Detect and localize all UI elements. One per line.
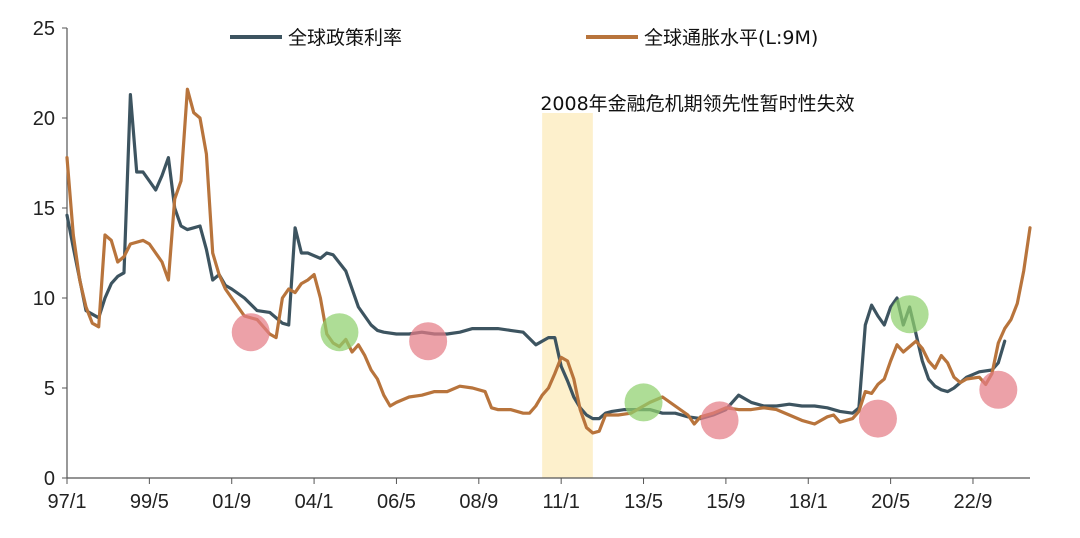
x-tick-label: 99/5	[130, 491, 169, 513]
legend-label: 全球通胀水平(L:9M)	[644, 27, 818, 49]
green-highlight-marker	[624, 383, 663, 422]
green-highlight-marker	[320, 313, 359, 352]
y-tick-label: 5	[44, 378, 55, 400]
x-tick-label: 20/5	[871, 491, 910, 513]
y-tick-label: 15	[33, 198, 55, 220]
highlight-markers	[231, 295, 1018, 440]
red-highlight-marker	[979, 370, 1018, 409]
x-tick-label: 04/1	[295, 491, 334, 513]
y-tick-label: 20	[33, 108, 55, 130]
x-tick-label: 13/5	[624, 491, 663, 513]
series-line-policy-rate	[65, 93, 1007, 421]
x-tick-label: 08/9	[459, 491, 498, 513]
y-tick-label: 0	[44, 468, 55, 490]
red-highlight-marker	[409, 322, 448, 361]
y-tick-label: 10	[33, 288, 55, 310]
red-highlight-marker	[231, 313, 270, 352]
legend-label: 全球政策利率	[288, 27, 402, 49]
shaded-band-layer: 2008年金融危机期领先性暂时性失效	[540, 93, 855, 478]
y-tick-label: 25	[33, 18, 55, 40]
x-tick-label: 01/9	[212, 491, 251, 513]
x-tick-label: 22/9	[954, 491, 993, 513]
series-line-inflation	[65, 87, 1032, 435]
x-tick-label: 97/1	[48, 491, 87, 513]
green-highlight-marker	[890, 295, 929, 334]
red-highlight-marker	[858, 399, 897, 438]
x-tick-label: 18/1	[789, 491, 828, 513]
red-highlight-marker	[700, 401, 739, 440]
legend: 全球政策利率 全球通胀水平(L:9M)	[230, 27, 818, 49]
series-lines	[65, 87, 1032, 435]
crisis-annotation-label: 2008年金融危机期领先性暂时性失效	[540, 93, 854, 115]
x-tick-label: 15/9	[706, 491, 745, 513]
x-tick-label: 11/1	[542, 491, 579, 513]
axes: 0 5 10 15 20 25 97/1 99/5 01/9 04/1 06/5 08/9 11/1 13…	[33, 18, 1030, 513]
x-tick-label: 06/5	[377, 491, 416, 513]
